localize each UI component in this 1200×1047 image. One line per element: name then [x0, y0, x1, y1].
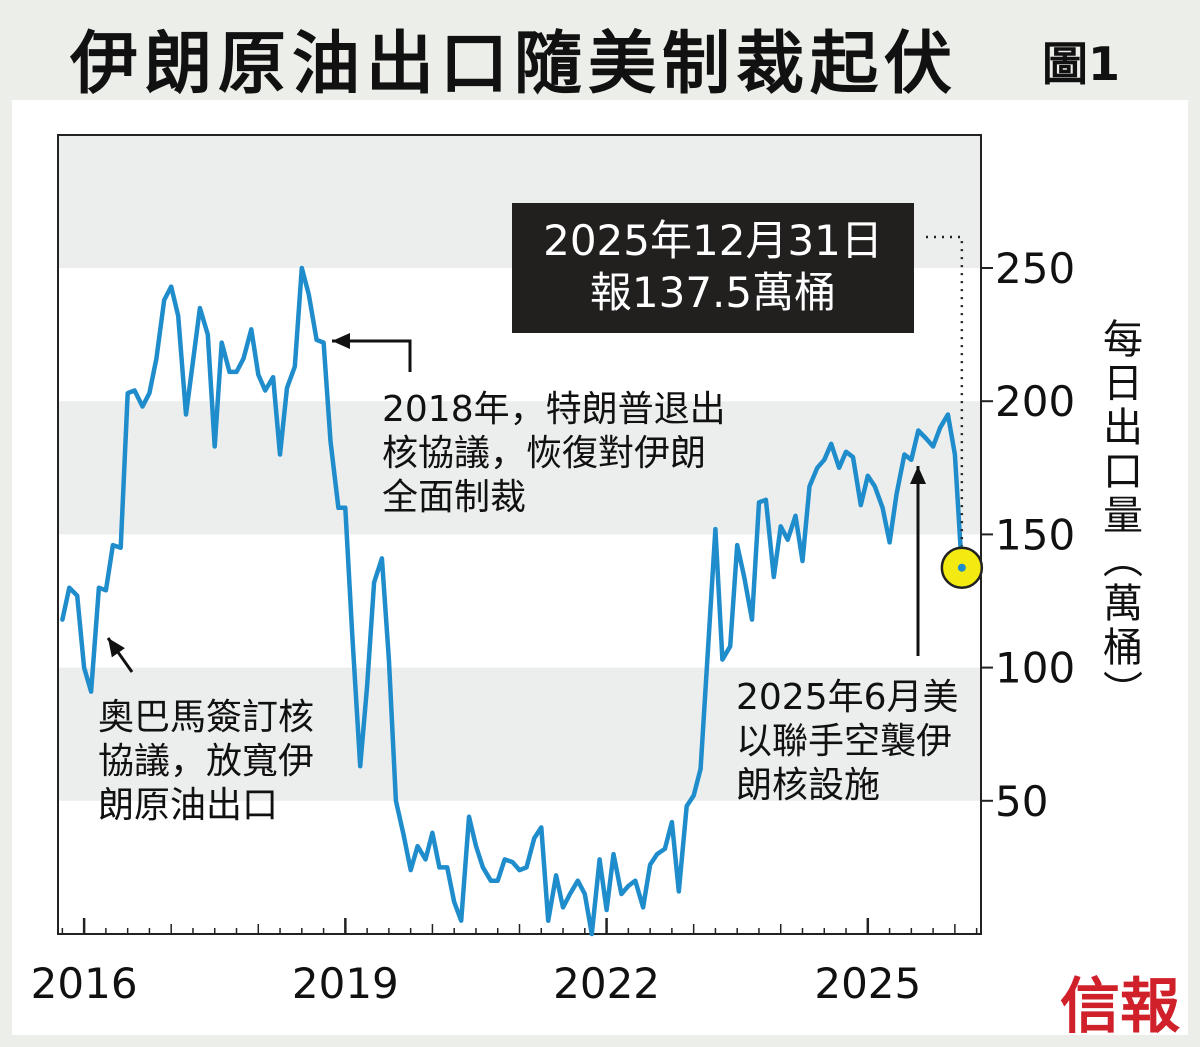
- figure-label: 圖1: [1042, 37, 1121, 91]
- x-tick-label: 2025: [814, 959, 921, 1008]
- y-tick-label: 250: [995, 244, 1075, 293]
- y-tick-label: 150: [995, 510, 1075, 559]
- latest-value-point: [957, 563, 966, 572]
- callout-date: 2025年12月31日: [543, 216, 883, 265]
- annotation-line: 全面制裁: [382, 477, 527, 518]
- publisher-logo: 信報: [1060, 972, 1180, 1042]
- plot-frame: [57, 134, 982, 935]
- y-tick-label: 50: [995, 777, 1048, 826]
- arrow-trump-stem: [352, 339, 412, 372]
- chart-title: 伊朗原油出口隨美制裁起伏: [70, 25, 959, 104]
- y-tick-label: 200: [995, 377, 1075, 426]
- annotation-line: 2025年6月美: [736, 677, 959, 718]
- chart-panel: 50 100 150 200 250 2016 2019 2022 2025 奧巴馬簽訂核 協議…: [12, 100, 1188, 1042]
- annotation-line: 奧巴馬簽訂核: [98, 697, 315, 738]
- y-axis-label-char: ︶: [1103, 669, 1143, 715]
- arrow-trump: [332, 333, 362, 349]
- y-tick-label: 100: [995, 644, 1075, 693]
- annotation-arrows: [106, 333, 926, 673]
- callout-leader-line: [926, 235, 964, 546]
- latest-value-callout: 2025年12月31日 報137.5萬桶: [512, 203, 914, 333]
- annotation-line: 核協議，恢復對伊朗: [382, 433, 707, 474]
- axes: 50 100 150 200 250 2016 2019 2022 2025: [31, 134, 1075, 1008]
- annotation-line: 朗核設施: [736, 765, 881, 806]
- y-axis-label-char: 量: [1103, 493, 1143, 539]
- series-line-iran-oil-exports: [60, 265, 965, 937]
- arrow-obama: [106, 637, 134, 673]
- y-axis-label-char: 桶: [1103, 625, 1143, 671]
- annotation-airstrike: 2025年6月美 以聯手空襲伊 朗核設施: [736, 676, 959, 808]
- y-axis-label-char: 每: [1103, 317, 1143, 363]
- annotation-trump-withdrawal: 2018年，特朗普退出 核協議，恢復對伊朗 全面制裁: [382, 388, 726, 520]
- x-tick-label: 2019: [292, 959, 399, 1008]
- annotation-line: 2018年，特朗普退出: [382, 389, 726, 430]
- annotation-obama-deal: 奧巴馬簽訂核 協議，放寬伊 朗原油出口: [98, 696, 314, 828]
- y-axis-label-char: 口: [1103, 449, 1143, 495]
- annotation-line: 協議，放寬伊: [98, 741, 315, 782]
- y-axis-label-char: ︵: [1103, 537, 1143, 583]
- x-tick-label: 2022: [553, 959, 660, 1008]
- grid-band: [58, 667, 981, 801]
- callout-value: 報137.5萬桶: [589, 268, 837, 317]
- y-axis-label: 每 日 出 口 量 ︵ 萬 桶 ︶: [1098, 318, 1148, 714]
- y-axis-label-char: 日: [1103, 361, 1143, 407]
- markers: [940, 546, 984, 589]
- arrow-strike: [910, 466, 926, 656]
- x-tick-label: 2016: [31, 959, 138, 1008]
- title-bar: 伊朗原油出口隨美制裁起伏 圖1: [0, 0, 1200, 104]
- y-axis-label-char: 萬: [1103, 581, 1143, 627]
- line-chart: 50 100 150 200 250 2016 2019 2022 2025: [31, 134, 1075, 1008]
- y-axis-label-char: 出: [1103, 405, 1143, 451]
- annotation-line: 朗原油出口: [98, 785, 279, 826]
- annotation-line: 以聯手空襲伊: [736, 721, 953, 762]
